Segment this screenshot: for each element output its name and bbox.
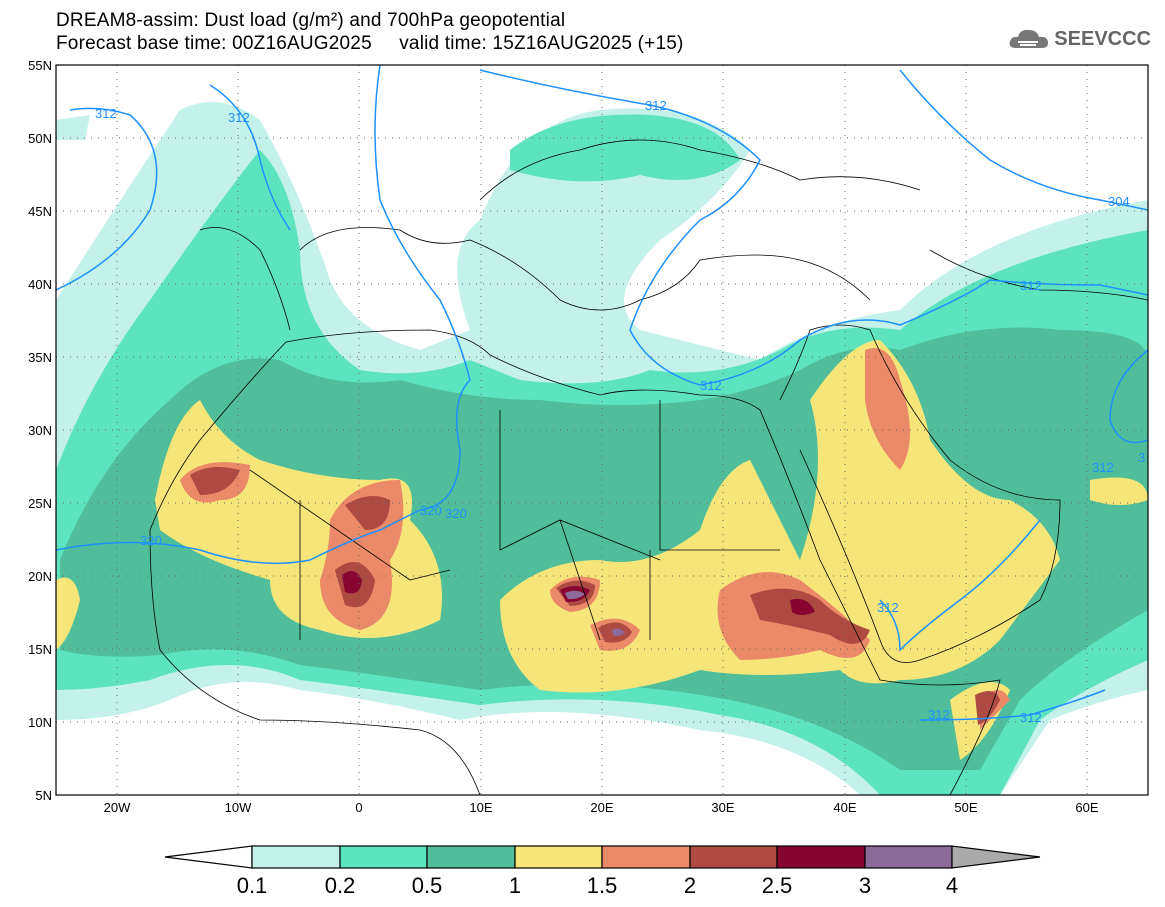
- lon-tick: 50E: [954, 800, 977, 815]
- contour-label: 312: [877, 600, 899, 615]
- colorbar-bin: [601, 845, 691, 869]
- colorbar-bin: [514, 845, 603, 869]
- lat-tick: 50N: [28, 131, 52, 146]
- geopotential-contours: [56, 65, 1148, 721]
- dust-level-2.5: [342, 571, 362, 594]
- lon-tick: 60E: [1075, 800, 1098, 815]
- colorbar-over-arrow: [951, 845, 1041, 869]
- seevccc-logo: SEEVCCC: [1008, 26, 1151, 52]
- lat-tick: 35N: [28, 350, 52, 365]
- lat-tick: 20N: [28, 569, 52, 584]
- lat-axis: 55N 50N 45N 40N 35N 30N 25N 20N 15N 10N …: [28, 58, 52, 803]
- logo-text: SEEVCCC: [1054, 27, 1151, 50]
- lat-tick: 45N: [28, 204, 52, 219]
- lat-tick: 15N: [28, 642, 52, 657]
- colorbar-bin: [251, 845, 341, 869]
- lat-tick: 55N: [28, 58, 52, 73]
- colorbar-label: 4: [946, 873, 958, 898]
- map-title: DREAM8-assim: Dust load (g/m²) and 700hP…: [56, 10, 566, 31]
- lon-axis: 20W 10W 0 10E 20E 30E 40E 50E 60E: [104, 800, 1099, 815]
- contour-label: 312: [1092, 460, 1114, 475]
- colorbar-bin: [339, 845, 428, 869]
- colorbar-label: 0.1: [237, 873, 268, 898]
- contour-label: 312: [700, 378, 722, 393]
- contour-label: 3: [1138, 450, 1145, 465]
- dust-level-3: [565, 590, 585, 600]
- contour-label: 312: [228, 110, 250, 125]
- lon-tick: 0: [355, 800, 362, 815]
- lat-tick: 40N: [28, 277, 52, 292]
- colorbar-label: 0.2: [325, 873, 356, 898]
- colorbar-label: 3: [859, 873, 871, 898]
- contour-label: 312: [95, 106, 117, 121]
- lon-tick: 10W: [225, 800, 252, 815]
- colorbar-label: 0.5: [412, 873, 443, 898]
- lat-tick: 5N: [35, 788, 52, 803]
- colorbar-bin: [864, 845, 953, 869]
- contour-label: 312: [928, 707, 950, 722]
- contour-label: 320: [140, 533, 162, 548]
- colorbar-label: 1: [509, 873, 521, 898]
- colorbar-bin: [689, 845, 778, 869]
- colorbar-labels: 0.1 0.2 0.5 1 1.5 2 2.5 3 4: [237, 873, 958, 898]
- colorbar: [164, 845, 1041, 869]
- contour-label: 320: [420, 503, 442, 518]
- colorbar-bin: [776, 845, 866, 869]
- cloud-icon: [1009, 29, 1049, 48]
- contour-label: 312: [1020, 278, 1042, 293]
- map-frame: [55, 64, 1149, 796]
- contour-label: 320: [445, 506, 467, 521]
- lon-tick: 40E: [833, 800, 856, 815]
- forecast-times: Forecast base time: 00Z16AUG2025 valid t…: [56, 33, 684, 54]
- dust-level-2: [190, 466, 240, 495]
- coastlines: [149, 139, 1148, 795]
- lat-tick: 25N: [28, 496, 52, 511]
- colorbar-label: 2: [684, 873, 696, 898]
- lon-tick: 20W: [104, 800, 131, 815]
- lon-tick: 10E: [469, 800, 492, 815]
- dust-field: [56, 102, 1148, 795]
- contour-labels: 312 320 312 312 320 320 312 304 312 312 …: [95, 98, 1145, 725]
- contour-label: 304: [1108, 194, 1130, 209]
- contour-label: 312: [645, 98, 667, 113]
- colorbar-under-arrow: [164, 845, 253, 869]
- colorbar-bin: [426, 845, 516, 869]
- lat-tick: 10N: [28, 715, 52, 730]
- contour-label: 312: [1020, 710, 1042, 725]
- lon-tick: 30E: [711, 800, 734, 815]
- colorbar-label: 1.5: [587, 873, 618, 898]
- lat-tick: 30N: [28, 423, 52, 438]
- grid-lines: [56, 65, 1148, 795]
- lon-tick: 20E: [590, 800, 613, 815]
- colorbar-label: 2.5: [762, 873, 793, 898]
